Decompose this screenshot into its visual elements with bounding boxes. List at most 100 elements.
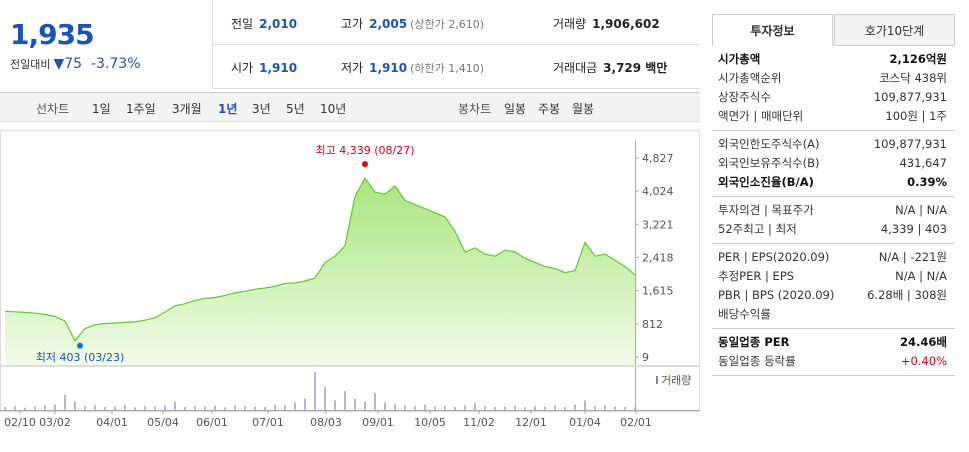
quote-cell: 거래량 1,906,602 (553, 15, 660, 32)
volume-frame (0, 366, 700, 412)
volume-bar (584, 400, 586, 410)
info-row: 배당수익률 (712, 305, 955, 324)
chart: 9 812 1,615 2,418 3,221 4,024 4,827 최고 4,339 (0… (0, 130, 700, 429)
volume-bar (214, 405, 216, 410)
volume-bar (204, 406, 206, 410)
change-value: ▼75 (53, 56, 83, 72)
volume-bar (374, 392, 376, 410)
candle-button[interactable]: 주봉 (538, 102, 561, 116)
info-value: 2,126억원 (889, 50, 947, 69)
label-part: 목표주가 (771, 203, 814, 217)
candle-button[interactable]: 월봉 (572, 102, 595, 116)
info-label: 52주최고 | 최저 (718, 222, 797, 236)
x-tick-label: 12/01 (515, 416, 547, 429)
volume-bar (304, 398, 306, 410)
volume-bar (344, 391, 346, 410)
change: 전일대비 ▼75 -3.73% (10, 56, 141, 72)
volume-bar (144, 406, 146, 410)
x-tick-label: 06/01 (196, 416, 228, 429)
value-part: 431,647 (899, 156, 947, 170)
info-label: 배당수익률 (718, 305, 771, 324)
value-part: 403 (925, 222, 947, 236)
tab[interactable]: 투자정보 (712, 14, 833, 46)
info-row: 동일업종 PER 24.46배 (712, 333, 955, 352)
x-tick-label: 04/01 (96, 416, 128, 429)
y-tick-label: 4,827 (642, 152, 674, 165)
quote-cell: 전일 2,010 (231, 15, 297, 32)
volume-bar (414, 406, 416, 410)
tab[interactable]: 호가10단계 (834, 14, 955, 46)
volume-bar (124, 404, 126, 410)
quote-value: 1,910 (369, 61, 408, 75)
info-label: PER | EPS(2020.09) (718, 250, 830, 264)
volume-bar (424, 404, 426, 410)
info-label: 상장주식수 (718, 88, 771, 107)
info-value: 0.39% (907, 173, 947, 192)
period-button[interactable]: 1년 (218, 102, 238, 116)
label-part: 투자의견 (718, 203, 761, 217)
info-row: 외국인보유주식수(B) 431,647 (712, 154, 955, 173)
volume-bar (524, 407, 526, 410)
info-value: N/A | -221원 (878, 250, 947, 264)
info-value: 코스닥 438위 (879, 69, 947, 88)
quote-label: 전일 (231, 17, 254, 31)
info-row: 액면가 | 매매단위 100원 | 1주 (712, 107, 955, 126)
volume-bar (234, 405, 236, 410)
price-line (4, 176, 636, 342)
period-button[interactable]: 3년 (252, 102, 271, 116)
quote-sub: (상한가 2,610) (410, 18, 484, 31)
volume-bar (244, 406, 246, 410)
period-button[interactable]: 10년 (320, 102, 347, 116)
info-value: 100원 | 1주 (885, 109, 947, 123)
volume-bar (544, 406, 546, 410)
volume-bar (114, 406, 116, 410)
current-price: 1,935 (10, 18, 95, 51)
quote-value: 2,005 (369, 17, 408, 31)
volume-bar (104, 406, 106, 410)
volume-bar (494, 406, 496, 410)
info-value: 24.46배 (900, 333, 947, 352)
info-value: 109,877,931 (874, 88, 947, 107)
info-row: 시가총액순위 코스닥 438위 (712, 69, 955, 88)
label-part: 동일업종 등락률 (718, 354, 796, 368)
volume-bar (384, 402, 386, 410)
volume-bar (294, 402, 296, 410)
volume-bar (454, 406, 456, 410)
quote-cell: 고가 2,005 (상한가 2,610) (341, 15, 484, 32)
quote-value: 1,910 (259, 61, 298, 75)
high-point (362, 161, 368, 168)
x-tick-label: 02/10 (4, 416, 36, 429)
volume-bar (224, 407, 226, 410)
value-part: 1주 (929, 109, 947, 123)
volume-bar (364, 401, 366, 410)
volume-bar (504, 406, 506, 410)
value-part: N/A (895, 269, 916, 283)
x-tick-label: 10/05 (414, 416, 446, 429)
label-part: 매매단위 (760, 109, 804, 123)
label-part: 시가총액 (718, 52, 761, 66)
period-button[interactable]: 5년 (286, 102, 305, 116)
volume-bar (54, 404, 56, 410)
label-part: 배당수익률 (718, 307, 771, 321)
quote-row: 시가 1,910 저가 1,910 (하한가 1,410) 거래대금 3,729 백만 (213, 44, 700, 89)
y-tick-label: 1,615 (642, 285, 674, 298)
label-part: 시가총액순위 (718, 71, 782, 85)
candle-button[interactable]: 일봉 (504, 102, 527, 116)
volume-bar (564, 406, 566, 410)
label-part: 외국인한도주식수(A) (718, 137, 820, 151)
volume-bar (74, 401, 76, 410)
value-part: N/A (926, 203, 947, 217)
quote-value: 3,729 백만 (603, 61, 668, 75)
period-button[interactable]: 1주일 (126, 102, 156, 116)
volume-bar (624, 406, 626, 410)
toolbar: 선차트 1일 1주일 3개월 1년 3년 5년 10년 봉차트 일봉 주봉 월봉 (0, 92, 700, 122)
info-label: 동일업종 PER (718, 333, 789, 352)
info-label: 동일업종 등락률 (718, 352, 796, 371)
price-area (5, 178, 635, 365)
label-part: 52주최고 (718, 222, 765, 236)
period-button[interactable]: 3개월 (172, 102, 202, 116)
quote-label: 거래량 (553, 17, 587, 31)
x-tick-label: 01/04 (569, 416, 601, 429)
period-button[interactable]: 1일 (92, 102, 111, 116)
label-part: 동일업종 PER (718, 335, 790, 349)
